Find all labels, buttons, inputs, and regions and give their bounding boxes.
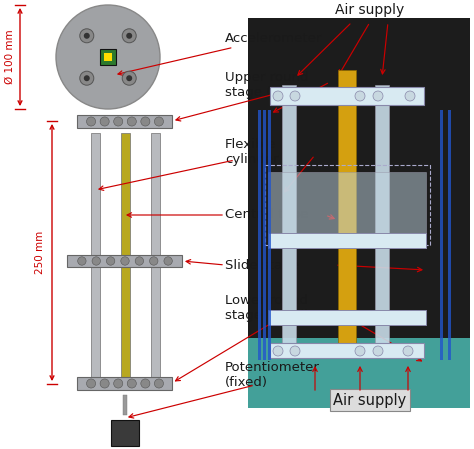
Bar (78, 115, 173, 128)
Circle shape (122, 29, 136, 43)
Circle shape (84, 75, 90, 81)
Circle shape (290, 346, 300, 356)
Circle shape (87, 379, 96, 388)
Circle shape (405, 91, 415, 101)
Bar (270, 87, 424, 105)
Bar (111, 420, 139, 446)
Bar (270, 343, 424, 358)
Circle shape (84, 33, 90, 39)
Text: Potentiometer
(fixed): Potentiometer (fixed) (225, 361, 320, 389)
Bar (78, 377, 173, 390)
Text: Ø 100 mm: Ø 100 mm (5, 30, 15, 84)
Bar (268, 172, 426, 248)
Bar (448, 110, 451, 360)
Circle shape (141, 379, 150, 388)
Circle shape (127, 379, 137, 388)
Bar (91, 133, 100, 390)
Bar (248, 18, 470, 408)
Circle shape (100, 117, 109, 126)
Text: Flexible
cylinder: Flexible cylinder (225, 138, 279, 166)
Circle shape (107, 257, 115, 265)
Circle shape (403, 346, 413, 356)
Bar (268, 233, 426, 248)
Bar (123, 395, 127, 415)
Text: Upper round
stage (free): Upper round stage (free) (225, 71, 309, 99)
Circle shape (150, 257, 158, 265)
Circle shape (164, 257, 173, 265)
Bar (265, 165, 430, 245)
Circle shape (78, 257, 86, 265)
Bar (248, 338, 470, 408)
Circle shape (92, 257, 100, 265)
Circle shape (122, 71, 136, 85)
Circle shape (141, 117, 150, 126)
Text: Slide stage: Slide stage (225, 259, 299, 272)
Text: Central tube: Central tube (225, 208, 309, 221)
Circle shape (290, 91, 300, 101)
Circle shape (155, 379, 164, 388)
Circle shape (80, 29, 94, 43)
Text: Air supply: Air supply (333, 392, 407, 408)
Bar (100, 49, 116, 65)
Bar (121, 133, 130, 390)
Bar (104, 53, 112, 61)
Circle shape (355, 91, 365, 101)
Text: 250 mm: 250 mm (35, 231, 45, 274)
Circle shape (273, 91, 283, 101)
Circle shape (355, 346, 365, 356)
Circle shape (373, 346, 383, 356)
Bar (268, 110, 271, 360)
Circle shape (56, 5, 160, 109)
Bar (151, 133, 160, 390)
Circle shape (135, 257, 144, 265)
Circle shape (121, 257, 129, 265)
Text: Air supply: Air supply (336, 3, 405, 17)
Bar (282, 85, 296, 355)
Circle shape (373, 91, 383, 101)
Circle shape (114, 117, 123, 126)
Bar (440, 110, 443, 360)
Circle shape (126, 33, 132, 39)
Circle shape (273, 346, 283, 356)
Circle shape (114, 379, 123, 388)
Text: Accelerometer: Accelerometer (118, 31, 322, 75)
Bar (67, 255, 182, 267)
Text: Lower round
stage (fixed): Lower round stage (fixed) (225, 294, 309, 322)
Circle shape (126, 75, 132, 81)
Circle shape (87, 117, 96, 126)
Circle shape (127, 117, 137, 126)
Bar (258, 110, 261, 360)
Bar (268, 310, 426, 325)
Circle shape (100, 379, 109, 388)
Circle shape (155, 117, 164, 126)
Bar (338, 70, 356, 355)
Circle shape (80, 71, 94, 85)
Bar (263, 110, 266, 360)
Bar (375, 85, 389, 355)
